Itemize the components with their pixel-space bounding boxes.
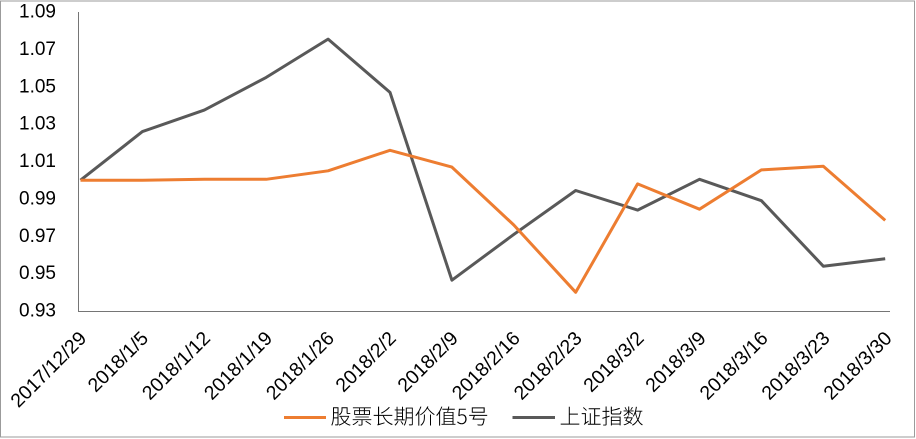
svg-text:1.01: 1.01	[19, 151, 56, 172]
svg-text:1.07: 1.07	[19, 39, 56, 60]
svg-text:1.03: 1.03	[19, 114, 56, 135]
svg-text:1.09: 1.09	[19, 2, 56, 23]
svg-text:0.93: 0.93	[19, 301, 56, 322]
svg-text:1.05: 1.05	[19, 76, 56, 97]
svg-text:0.97: 0.97	[19, 226, 56, 247]
svg-text:0.99: 0.99	[19, 188, 56, 209]
svg-text:0.95: 0.95	[19, 263, 56, 284]
